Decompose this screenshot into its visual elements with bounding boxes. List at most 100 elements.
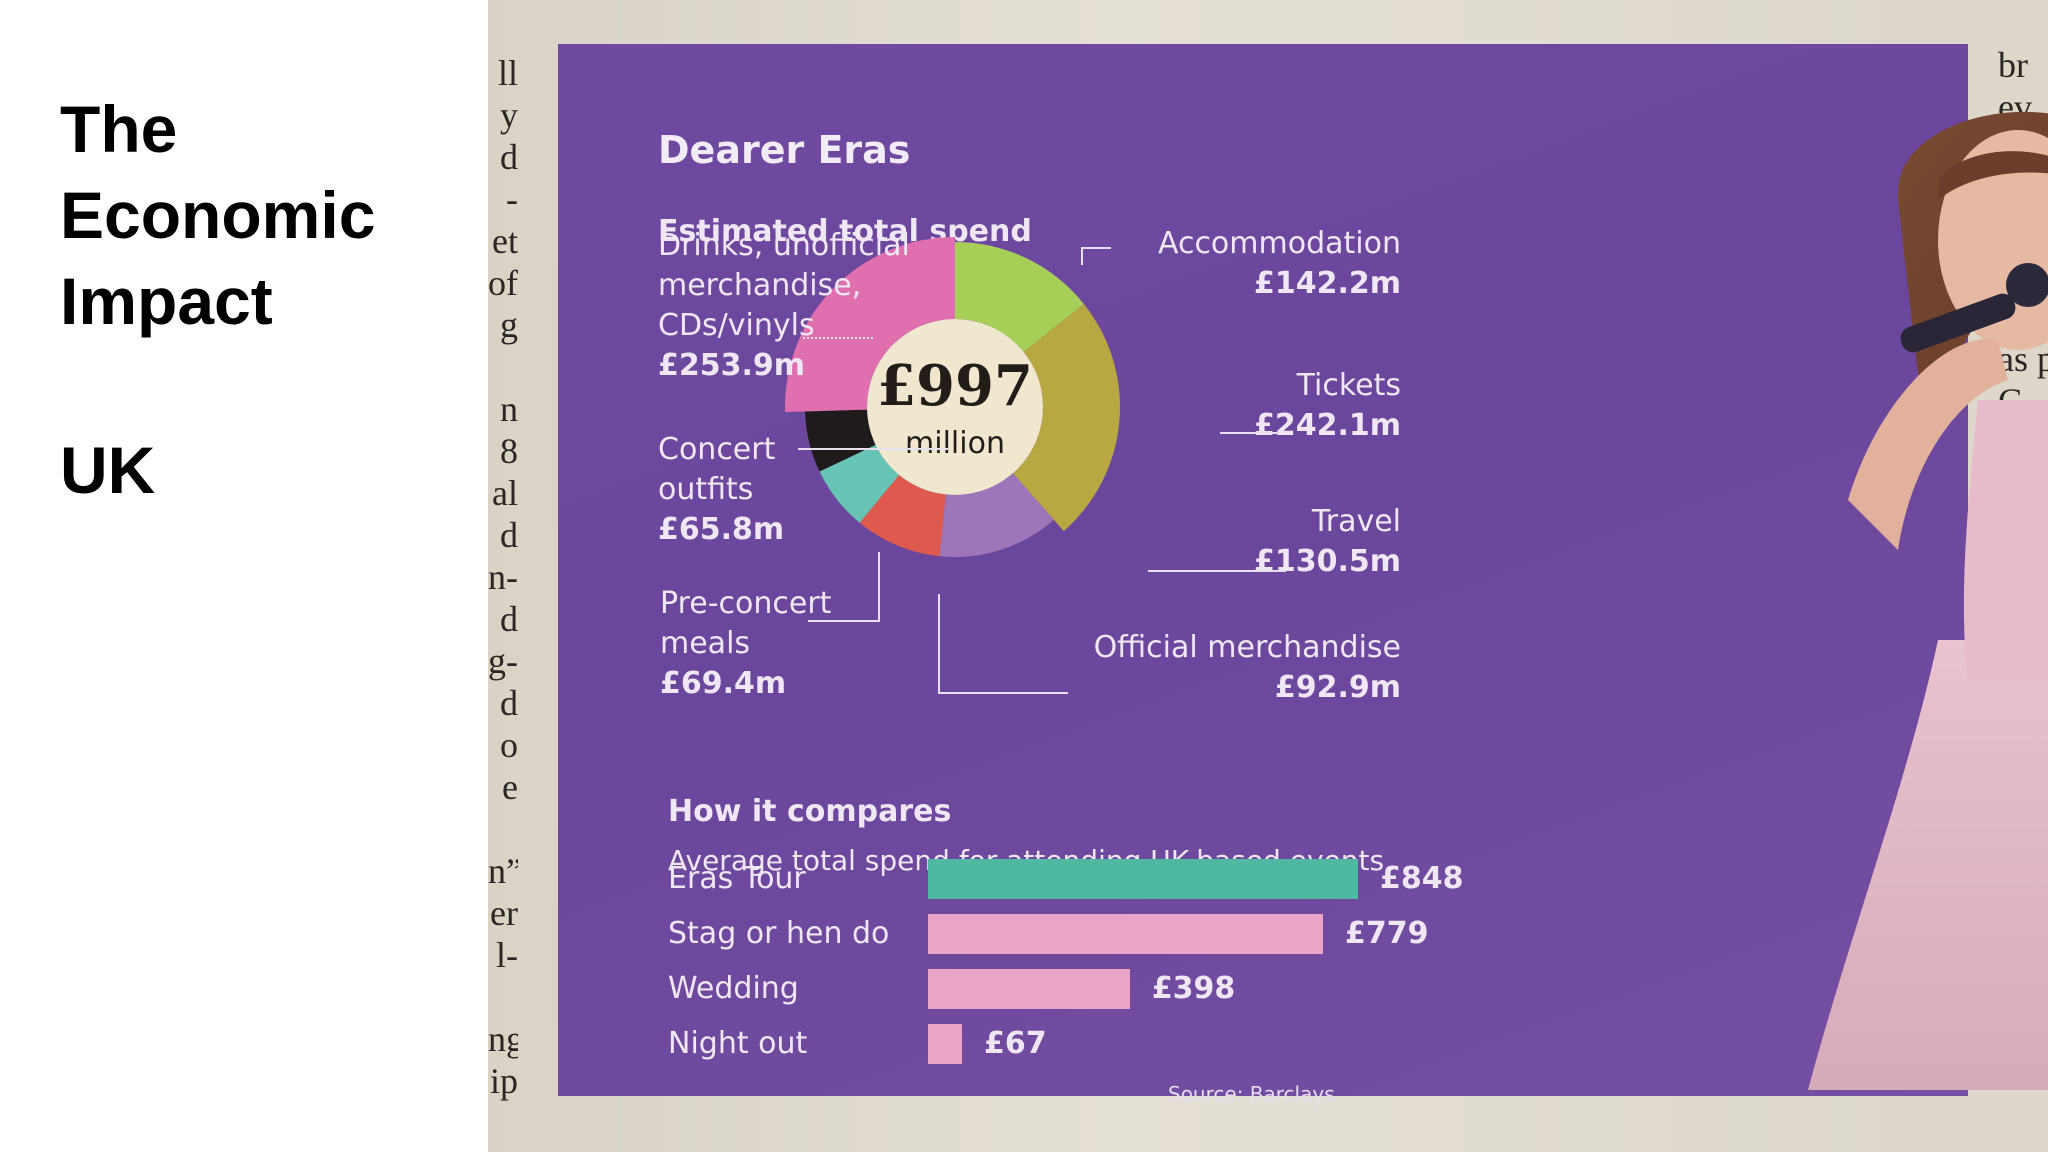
donut-slice-tickets xyxy=(1012,303,1120,532)
left-margin-fragment-20: er xyxy=(490,893,518,933)
left-margin-fragment-6: g xyxy=(500,305,518,345)
leader-tickets xyxy=(1220,432,1280,434)
left-margin-fragment-12: n- xyxy=(488,557,518,597)
label-pre-concert-meals-name: Pre-concert meals xyxy=(660,586,832,661)
bar-row: Night out £67 xyxy=(668,1024,1568,1064)
left-margin-fragment-14: g- xyxy=(488,641,518,681)
bar-row: Eras Tour £848 xyxy=(668,859,1568,899)
bar-row: Wedding £398 xyxy=(668,969,1568,1009)
left-margin-fragment-10: al xyxy=(492,473,518,513)
left-margin-fragment-7 xyxy=(488,346,518,388)
infographic-panel: Dearer Eras Estimated total spend £997 mi… xyxy=(558,44,1968,1106)
leader-pre-concert-meals-h xyxy=(808,620,880,622)
label-travel-value: £130.5m xyxy=(1253,544,1401,579)
slide-title-line-1: The xyxy=(60,92,178,166)
slide-title-line-2: Economic xyxy=(60,178,376,252)
bar-category-label: Stag or hen do xyxy=(668,916,890,951)
label-concert-outfits-name: Concert outfits xyxy=(658,432,776,507)
right-margin-fragment-11: pi xyxy=(1998,507,2027,547)
source-note: Source: Barclays xyxy=(1168,1082,1335,1106)
right-margin-fragment-8: C xyxy=(1998,381,2023,421)
bar-value-label: £67 xyxy=(983,1026,1047,1061)
right-margin-fragment-18: “Far xyxy=(1998,801,2048,841)
label-concert-outfits: Concert outfits £65.8m xyxy=(658,430,838,550)
right-margin-fragment-0: br xyxy=(1998,45,2028,85)
left-margin-fragment-8: n xyxy=(500,389,518,429)
right-margin-fragment-7: as p xyxy=(1998,339,2048,379)
label-accommodation-name: Accommodation xyxy=(1157,226,1401,261)
label-tickets-value: £242.1m xyxy=(1253,408,1401,443)
label-drinks-name: Drinks, unofficial merchandise, CDs/viny… xyxy=(658,228,910,343)
leader-pre-concert-meals xyxy=(878,552,880,620)
donut-slice-travel xyxy=(939,473,1054,557)
left-margin-fragment-4: et xyxy=(492,221,518,261)
left-margin-fragment-15: d xyxy=(500,683,518,723)
label-official-merchandise: Official merchandise £92.9m xyxy=(1094,628,1401,708)
donut-slice-pre-concert-meals xyxy=(819,444,900,523)
right-margin-fragment-19: expe xyxy=(1998,843,2048,883)
leader-accommodation xyxy=(1081,247,1111,265)
donut-slice-official-merchandise xyxy=(859,474,946,557)
left-margin-fragment-17: e xyxy=(502,767,518,807)
right-margin-fragment-4: I xyxy=(1998,213,2010,253)
bar-fill xyxy=(928,969,1130,1009)
right-margin-fragment-5: wo xyxy=(1998,255,2042,295)
left-margin-fragment-24: ip xyxy=(489,1061,518,1101)
right-margin-fragment-10: Br xyxy=(1998,465,2034,505)
label-accommodation-value: £142.2m xyxy=(1253,266,1401,301)
label-pre-concert-meals: Pre-concert meals £69.4m xyxy=(660,584,880,704)
bar-category-label: Night out xyxy=(668,1026,808,1061)
bar-value-label: £398 xyxy=(1151,971,1236,1006)
left-margin-fragment-9: 8 xyxy=(500,431,518,471)
bar-value-label: £848 xyxy=(1380,861,1464,896)
bar-value-label: £779 xyxy=(1345,916,1429,951)
label-accommodation: Accommodation £142.2m xyxy=(1158,224,1401,304)
label-tickets: Tickets £242.1m xyxy=(1254,366,1401,446)
right-margin-fragment-16 xyxy=(1998,716,2048,758)
left-margin-fragment-0: ll xyxy=(497,53,518,93)
right-margin-fragment-17 xyxy=(1998,758,2048,800)
slide-title: The Economic Impact xyxy=(60,86,460,344)
label-official-merchandise-name: Official merchandise xyxy=(1093,630,1401,665)
left-margin-fragment-19: n” xyxy=(488,851,518,891)
donut-center-value: £997 xyxy=(877,353,1033,419)
left-margin-fragment-5: of xyxy=(488,263,518,303)
left-margin-fragment-3: - xyxy=(506,179,518,219)
bar-fill xyxy=(928,914,1323,954)
left-margin-fragment-22 xyxy=(488,976,518,1018)
leader-official-merchandise xyxy=(938,594,1068,694)
right-margin-fragment-12: e xyxy=(1998,549,2014,589)
donut-slice-concert-outfits xyxy=(805,409,876,472)
slide-title-line-3: Impact xyxy=(60,264,273,338)
left-margin-fragment-2: d xyxy=(500,137,518,177)
donut-slice-drinks-etc xyxy=(785,237,955,413)
label-travel-name: Travel xyxy=(1311,504,1401,539)
leader-drinks xyxy=(803,337,873,339)
label-tickets-name: Tickets xyxy=(1296,368,1401,403)
left-margin-fragment-16: o xyxy=(500,725,518,765)
compare-title: How it compares xyxy=(668,794,952,829)
left-margin-fragment-1: y xyxy=(500,95,518,135)
right-margin-fragment-20: leve xyxy=(1998,885,2048,925)
leader-concert-outfits xyxy=(798,448,948,450)
left-margin-fragment-23: ng xyxy=(488,1019,518,1059)
left-margin-fragment-18 xyxy=(488,808,518,850)
bar-category-label: Eras Tour xyxy=(668,861,806,896)
left-margin-fragment-21: l- xyxy=(496,935,518,975)
infographic-title: Dearer Eras xyxy=(658,128,911,172)
label-drinks: Drinks, unofficial merchandise, CDs/viny… xyxy=(658,226,958,386)
label-travel: Travel £130.5m xyxy=(1254,502,1401,582)
slide-region: UK xyxy=(60,433,156,507)
right-margin-fragment-3: me xyxy=(1998,171,2042,211)
right-margin-fragment-13 xyxy=(1998,590,2048,632)
right-margin-fragment-15 xyxy=(1998,674,2048,716)
bar-fill xyxy=(928,859,1358,899)
bar-row: Stag or hen do £779 xyxy=(668,914,1568,954)
right-margin-fragment-14 xyxy=(1998,632,2048,674)
right-margin-fragment-21: p xyxy=(1998,927,2016,967)
bar-fill xyxy=(928,1024,962,1064)
label-official-merchandise-value: £92.9m xyxy=(1274,670,1401,705)
label-concert-outfits-value: £65.8m xyxy=(658,512,785,547)
